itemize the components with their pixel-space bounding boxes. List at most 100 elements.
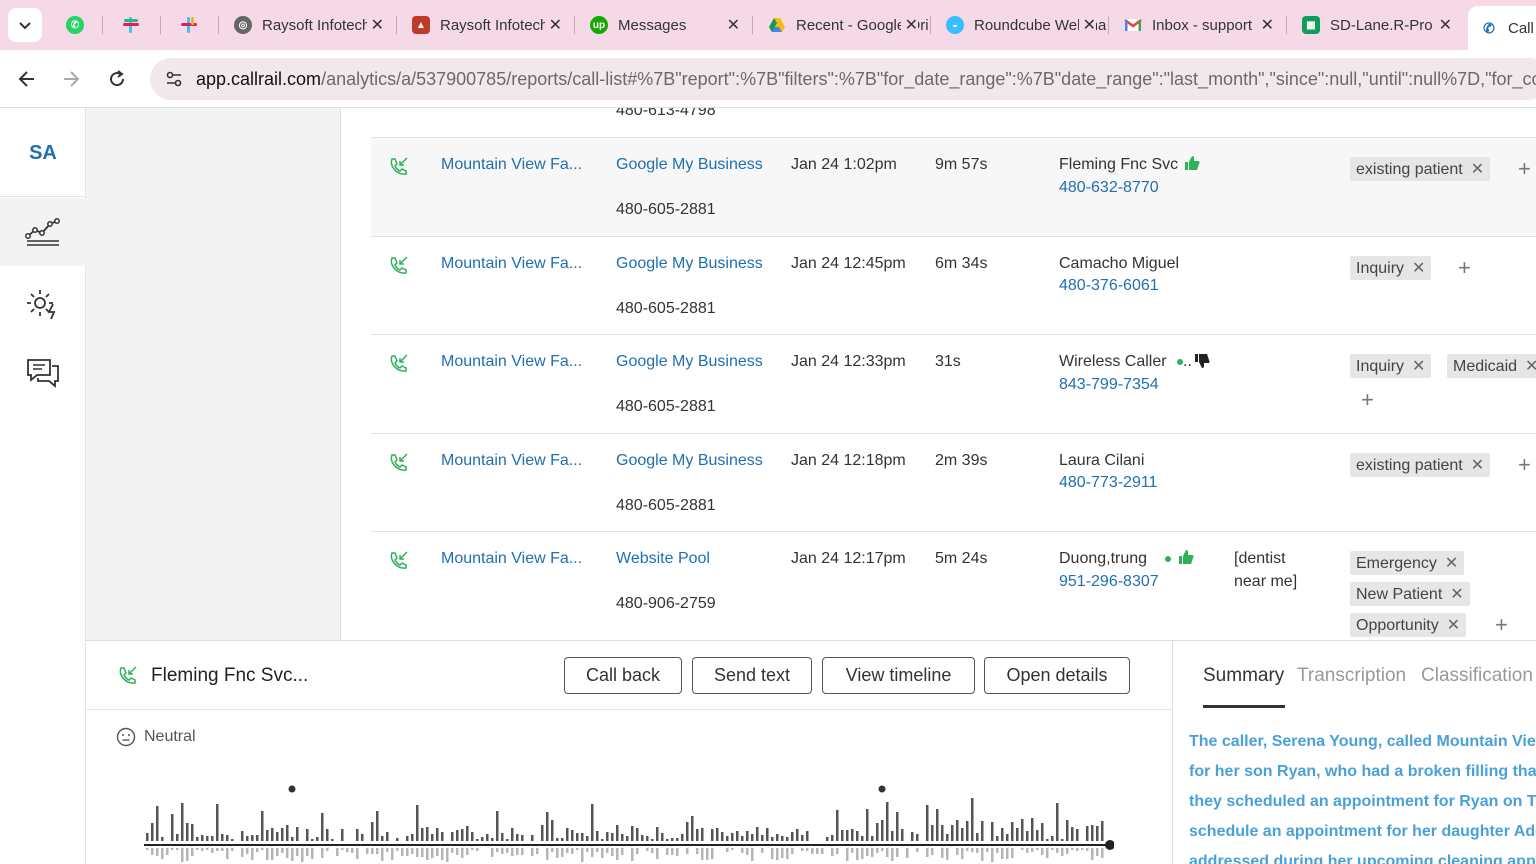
nav-analytics[interactable] (0, 198, 86, 266)
tab-raysoft-2[interactable]: ▲ Raysoft Infotech ✕ (400, 6, 572, 44)
add-tag-button[interactable]: + (1518, 452, 1531, 477)
tab-whatsapp[interactable]: ✆ (52, 6, 98, 44)
tab-label: Raysoft Infotech (262, 16, 371, 34)
tab-label: Inbox - support (1152, 16, 1253, 34)
account-initials[interactable]: SA (29, 142, 57, 164)
filters-panel-background (86, 108, 341, 640)
address-bar[interactable]: app.callrail.com/analytics/a/537900785/r… (150, 58, 1536, 100)
source-link[interactable]: Google My Business (616, 452, 763, 469)
remove-tag-icon[interactable]: ✕ (1412, 358, 1426, 375)
tab-google-sheets[interactable]: ▦ SD-Lane.R-Pro ✕ (1290, 6, 1462, 44)
close-icon[interactable]: ✕ (722, 15, 740, 35)
left-nav: SA (0, 108, 86, 864)
tab-messages[interactable]: up Messages ✕ (578, 6, 750, 44)
waveform-bar (506, 848, 509, 853)
tab-search-button[interactable] (8, 8, 42, 42)
waveform-bar (606, 832, 609, 841)
tab-slack-1[interactable] (108, 6, 154, 44)
thumbs-up-icon[interactable] (1183, 154, 1201, 172)
waveform-bar (801, 835, 804, 841)
close-icon[interactable]: ✕ (1256, 15, 1274, 35)
waveform-bar (836, 810, 839, 841)
waveform-bar (501, 833, 504, 841)
tag-label: New Patient (1356, 586, 1443, 603)
waveform-bar (556, 838, 559, 841)
tab-gmail-inbox[interactable]: Inbox - support ✕ (1112, 6, 1284, 44)
company-link[interactable]: Mountain View Fa... (441, 353, 583, 370)
nav-automation[interactable] (0, 270, 86, 338)
tag-label: existing patient (1356, 457, 1463, 474)
table-row[interactable]: Mountain View Fa... Google My Business 4… (371, 334, 1536, 433)
waveform-bar (406, 836, 409, 841)
close-icon[interactable]: ✕ (1078, 15, 1096, 35)
waveform-bar (821, 848, 824, 854)
add-tag-button[interactable]: + (1518, 156, 1531, 181)
company-link[interactable]: Mountain View Fa... (441, 452, 583, 469)
waveform-bar (956, 820, 959, 841)
tab-slack-2[interactable] (166, 6, 212, 44)
table-row[interactable]: Mountain View Fa... Website Pool 480-906… (371, 531, 1536, 640)
table-row[interactable]: Mountain View Fa... Google My Business 4… (371, 433, 1536, 531)
add-tag-button[interactable]: + (1495, 612, 1508, 637)
thumbs-up-icon[interactable] (1177, 548, 1195, 566)
reload-button[interactable] (102, 64, 132, 94)
tab-summary[interactable]: Summary (1203, 665, 1285, 686)
tab-raysoft-1[interactable]: ◎ Raysoft Infotech ✕ (222, 6, 394, 44)
remove-tag-icon[interactable]: ✕ (1450, 586, 1464, 603)
thumbs-down-icon[interactable] (1193, 352, 1211, 370)
waveform-bar (1056, 803, 1059, 841)
source-link[interactable]: Google My Business (616, 156, 763, 173)
caller-phone[interactable]: 480-632-8770 (1059, 179, 1159, 196)
add-tag-button[interactable]: + (1361, 387, 1374, 412)
close-icon[interactable]: ✕ (1434, 15, 1452, 35)
waveform-bar (871, 848, 874, 857)
tab-classification[interactable]: Classification (1421, 665, 1533, 686)
remove-tag-icon[interactable]: ✕ (1470, 161, 1485, 178)
remove-tag-icon[interactable]: ✕ (1446, 617, 1461, 634)
close-icon[interactable]: ✕ (900, 15, 918, 35)
waveform-bar (956, 848, 959, 855)
tracking-number: 480-605-2881 (616, 497, 716, 514)
tab-google-drive[interactable]: Recent - Google Drive ✕ (756, 6, 928, 44)
call-audio-waveform[interactable] (144, 781, 1114, 864)
company-link[interactable]: Mountain View Fa... (441, 156, 583, 173)
close-icon[interactable]: ✕ (544, 15, 562, 35)
source-link[interactable]: Google My Business (616, 353, 763, 370)
waveform-bar (1061, 839, 1064, 841)
waveform-bar (576, 833, 579, 841)
site-info-icon[interactable] (164, 69, 184, 89)
forward-button[interactable] (56, 64, 86, 94)
sheets-icon: ▦ (1302, 16, 1320, 34)
back-button[interactable] (12, 64, 42, 94)
caller-phone[interactable]: 951-296-8307 (1059, 573, 1159, 590)
remove-tag-icon[interactable]: ✕ (1444, 555, 1459, 572)
company-link[interactable]: Mountain View Fa... (441, 255, 583, 272)
remove-tag-icon[interactable]: ✕ (1470, 457, 1485, 474)
waveform-bar (646, 848, 649, 851)
remove-tag-icon[interactable]: ✕ (1525, 358, 1536, 375)
send-text-button[interactable]: Send text (692, 657, 812, 694)
caller-phone[interactable]: 843-799-7354 (1059, 376, 1159, 393)
company-link[interactable]: Mountain View Fa... (441, 550, 583, 567)
waveform-bar (1046, 848, 1049, 858)
tracking-number: 480-605-2881 (616, 201, 716, 218)
add-tag-button[interactable]: + (1458, 255, 1471, 280)
table-row[interactable]: Mountain View Fa... Google My Business 4… (371, 236, 1536, 334)
source-link[interactable]: Google My Business (616, 255, 763, 272)
waveform-bar (501, 848, 504, 854)
tab-callrail-active[interactable]: ✆ Call (1468, 6, 1536, 50)
call-back-button[interactable]: Call back (564, 657, 682, 694)
table-row[interactable]: Mountain View Fa... Google My Business 4… (371, 137, 1536, 236)
tab-transcription[interactable]: Transcription (1297, 665, 1407, 686)
view-timeline-button[interactable]: View timeline (822, 657, 975, 694)
nav-conversations[interactable] (0, 338, 86, 406)
remove-tag-icon[interactable]: ✕ (1412, 260, 1426, 277)
tab-roundcube[interactable]: ◒ Roundcube Webmail ✕ (934, 6, 1106, 44)
waveform-bar (1011, 848, 1014, 858)
caller-phone[interactable]: 480-773-2911 (1059, 474, 1158, 491)
close-icon[interactable]: ✕ (366, 15, 384, 35)
open-details-button[interactable]: Open details (984, 657, 1130, 694)
waveform-bar (181, 803, 184, 841)
source-link[interactable]: Website Pool (616, 550, 710, 567)
caller-phone[interactable]: 480-376-6061 (1059, 277, 1159, 294)
